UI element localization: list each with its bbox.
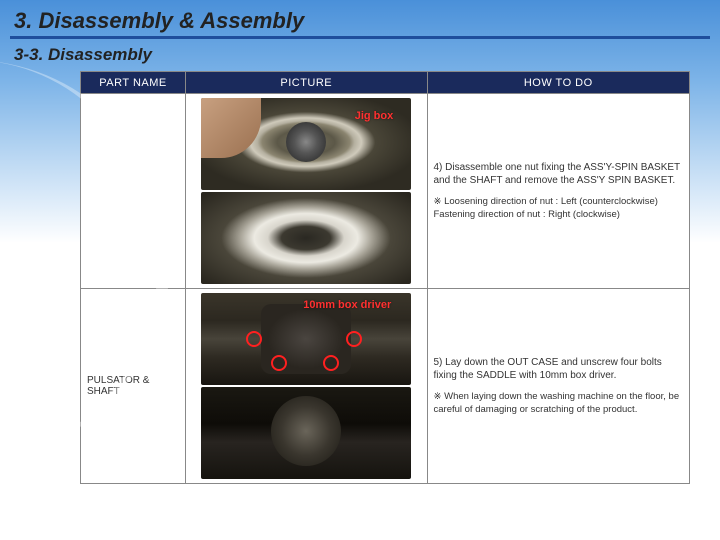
bolt-marker-icon <box>346 331 362 347</box>
picture-motor-pulley <box>201 387 411 479</box>
page-title: 3. Disassembly & Assembly <box>0 0 720 36</box>
col-header-howto: HOW TO DO <box>427 72 690 94</box>
cell-howto-1: 4) Disassemble one nut fixing the ASS'Y-… <box>427 94 690 289</box>
howto-step4: 4) Disassemble one nut fixing the ASS'Y-… <box>434 161 684 188</box>
title-underline <box>10 36 710 39</box>
howto-step5: 5) Lay down the OUT CASE and unscrew fou… <box>434 356 684 383</box>
picture-label-jigbox: Jig box <box>355 110 394 122</box>
cell-picture-1: Jig box <box>186 94 428 289</box>
howto-note4: ※ Loosening direction of nut : Left (cou… <box>434 196 684 222</box>
bolt-marker-icon <box>271 355 287 371</box>
howto-note5: ※ When laying down the washing machine o… <box>434 391 684 417</box>
picture-saddle-bolts: 10mm box driver <box>201 293 411 385</box>
bolt-marker-icon <box>323 355 339 371</box>
table-row: Jig box 4) Disassemble one nut fixing th… <box>81 94 690 289</box>
cell-partname-1 <box>81 94 186 289</box>
cell-picture-2: 10mm box driver <box>186 289 428 484</box>
col-header-partname: PART NAME <box>81 72 186 94</box>
table-row: PULSATOR & SHAFT 10mm box driver 5) Lay … <box>81 289 690 484</box>
cell-howto-2: 5) Lay down the OUT CASE and unscrew fou… <box>427 289 690 484</box>
picture-spin-basket-top: Jig box <box>201 98 411 190</box>
picture-spin-basket-inner <box>201 192 411 284</box>
page-subtitle: 3-3. Disassembly <box>0 43 720 71</box>
picture-label-boxdriver: 10mm box driver <box>303 299 391 311</box>
disassembly-table: PART NAME PICTURE HOW TO DO Jig box 4) D… <box>80 71 690 484</box>
table-header-row: PART NAME PICTURE HOW TO DO <box>81 72 690 94</box>
cell-partname-2: PULSATOR & SHAFT <box>81 289 186 484</box>
disassembly-table-wrap: PART NAME PICTURE HOW TO DO Jig box 4) D… <box>80 71 690 484</box>
col-header-picture: PICTURE <box>186 72 428 94</box>
bolt-marker-icon <box>246 331 262 347</box>
